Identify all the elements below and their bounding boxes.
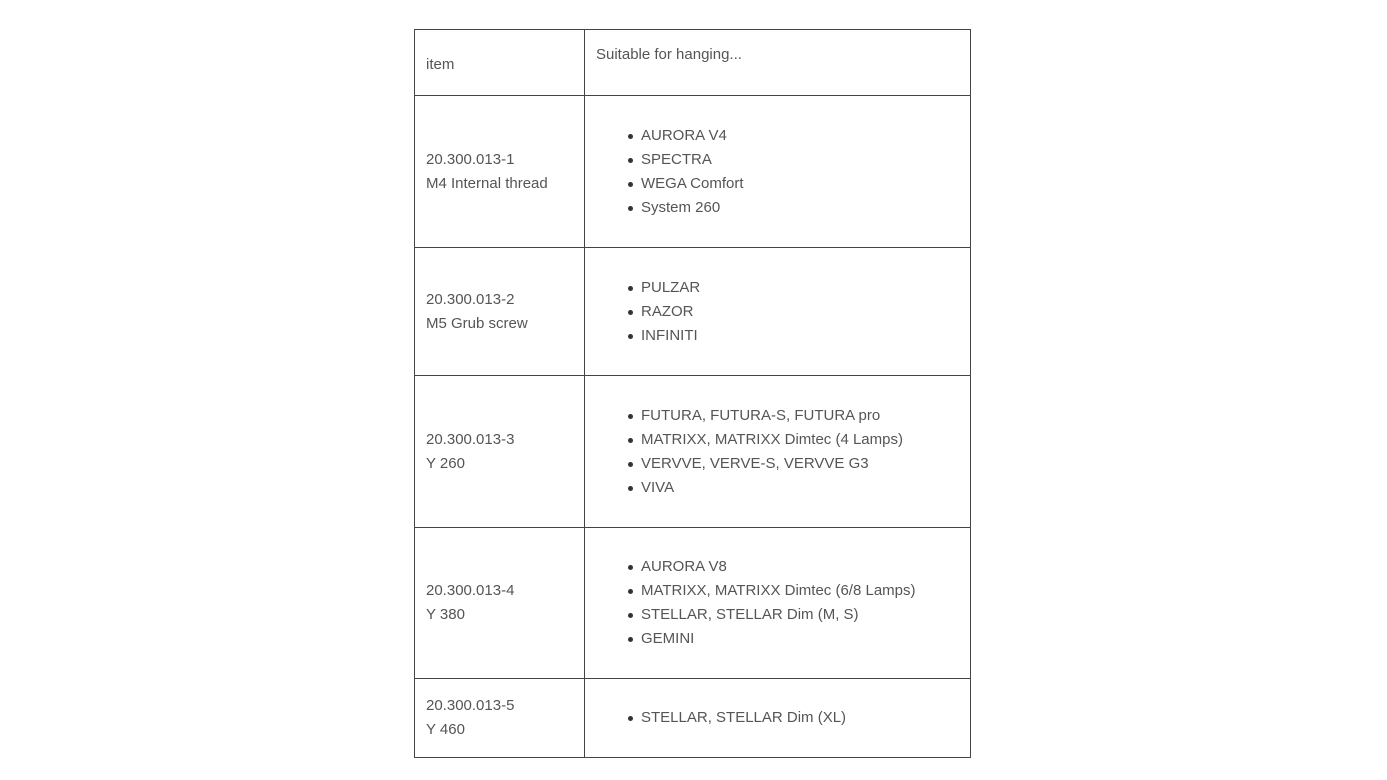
item-cell: 20.300.013-2 M5 Grub screw	[414, 247, 585, 376]
list-item: AURORA V8	[628, 555, 970, 579]
list-item: STELLAR, STELLAR Dim (M, S)	[628, 603, 970, 627]
suitable-cell: AURORA V4 SPECTRA WEGA Comfort System 260	[584, 95, 971, 248]
list-item: PULZAR	[628, 276, 970, 300]
table-row: 20.300.013-4 Y 380 AURORA V8 MATRIXX, MATRI…	[414, 527, 971, 679]
table-header-row: item Suitable for hanging...	[414, 29, 971, 96]
header-suitable: Suitable for hanging...	[584, 29, 971, 96]
suitable-list: STELLAR, STELLAR Dim (XL)	[596, 706, 970, 730]
list-item: FUTURA, FUTURA-S, FUTURA pro	[628, 404, 970, 428]
table-row: 20.300.013-3 Y 260 FUTURA, FUTURA-S, FUTUR…	[414, 375, 971, 528]
table-row: 20.300.013-1 M4 Internal thread AURORA V4 S…	[414, 95, 971, 248]
item-cell: 20.300.013-4 Y 380	[414, 527, 585, 679]
list-item: AURORA V4	[628, 124, 970, 148]
item-desc: Y 460	[426, 721, 465, 738]
suitable-list: AURORA V8 MATRIXX, MATRIXX Dimtec (6/8 La…	[596, 555, 970, 651]
item-code: 20.300.013-1	[426, 150, 515, 168]
item-desc: M4 Internal thread	[426, 174, 548, 192]
list-item: MATRIXX, MATRIXX Dimtec (4 Lamps)	[628, 428, 970, 452]
list-item: MATRIXX, MATRIXX Dimtec (6/8 Lamps)	[628, 579, 970, 603]
list-item: INFINITI	[628, 324, 970, 348]
item-code: 20.300.013-2	[426, 290, 515, 308]
list-item: STELLAR, STELLAR Dim (XL)	[628, 706, 970, 730]
list-item: VERVVE, VERVE-S, VERVVE G3	[628, 452, 970, 476]
item-desc: Y 380	[426, 606, 465, 623]
suitable-cell: PULZAR RAZOR INFINITI	[584, 247, 971, 376]
suitable-list: FUTURA, FUTURA-S, FUTURA pro MATRIXX, MAT…	[596, 404, 970, 500]
list-item: WEGA Comfort	[628, 172, 970, 196]
suitability-table: item Suitable for hanging... 20.300.013-…	[414, 29, 971, 758]
item-code: 20.300.013-3	[426, 430, 515, 448]
item-code: 20.300.013-4	[426, 582, 515, 599]
item-cell: 20.300.013-3 Y 260	[414, 375, 585, 528]
item-cell: 20.300.013-1 M4 Internal thread	[414, 95, 585, 248]
list-item: RAZOR	[628, 300, 970, 324]
suitable-cell: FUTURA, FUTURA-S, FUTURA pro MATRIXX, MAT…	[584, 375, 971, 528]
suitable-cell: AURORA V8 MATRIXX, MATRIXX Dimtec (6/8 La…	[584, 527, 971, 679]
suitable-list: PULZAR RAZOR INFINITI	[596, 276, 970, 348]
list-item: VIVA	[628, 476, 970, 500]
table-row: 20.300.013-5 Y 460 STELLAR, STELLAR Dim (X…	[414, 678, 971, 758]
header-item: item	[414, 29, 585, 96]
suitable-list: AURORA V4 SPECTRA WEGA Comfort System 260	[596, 124, 970, 220]
item-desc: Y 260	[426, 454, 465, 472]
item-cell: 20.300.013-5 Y 460	[414, 678, 585, 758]
item-code: 20.300.013-5	[426, 697, 515, 714]
table-row: 20.300.013-2 M5 Grub screw PULZAR RAZOR INFI…	[414, 247, 971, 376]
list-item: GEMINI	[628, 627, 970, 651]
suitable-cell: STELLAR, STELLAR Dim (XL)	[584, 678, 971, 758]
item-desc: M5 Grub screw	[426, 314, 528, 332]
list-item: System 260	[628, 196, 970, 220]
list-item: SPECTRA	[628, 148, 970, 172]
